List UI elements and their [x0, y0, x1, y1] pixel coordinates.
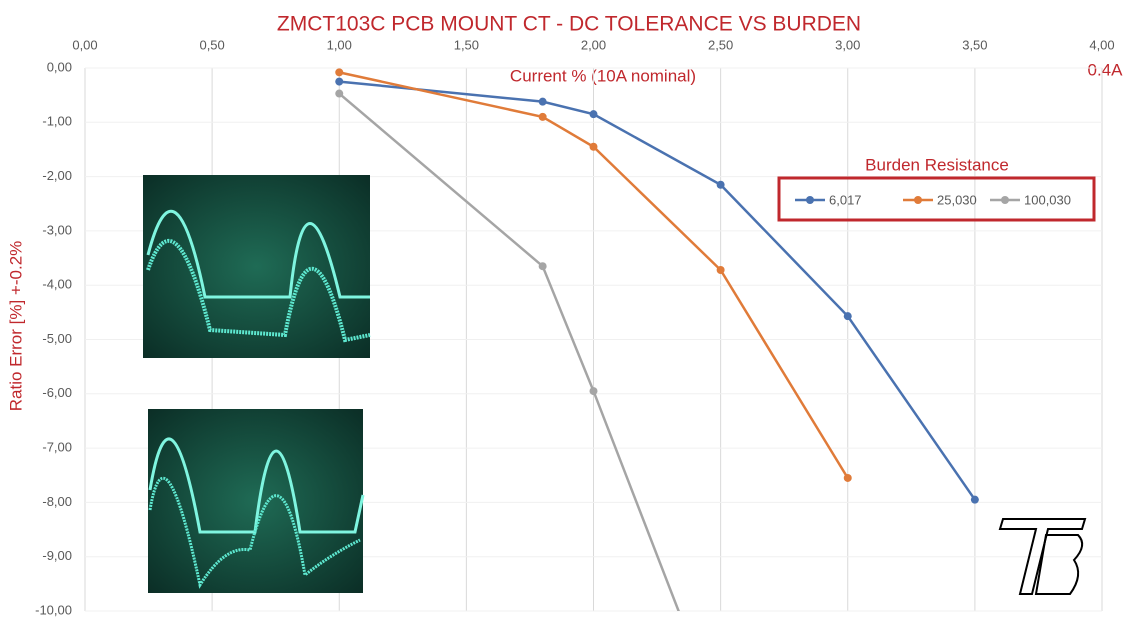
data-point — [589, 142, 598, 151]
legend: 6,017 25,030 100,030 — [795, 192, 1071, 207]
y-tick-label: -3,00 — [42, 222, 72, 237]
data-point — [538, 97, 547, 106]
data-point — [970, 495, 979, 504]
y-tick-label: -2,00 — [42, 168, 72, 183]
logo — [998, 518, 1087, 595]
x-tick-label: 0,00 — [72, 37, 97, 52]
data-point — [538, 112, 547, 121]
legend-marker — [914, 196, 922, 204]
y-axis-title: Ratio Error [%] +-0.2% — [6, 241, 25, 412]
data-point — [335, 89, 344, 98]
x-tick-label: 3,50 — [962, 37, 987, 52]
scope-image — [148, 409, 365, 593]
y-tick-label: -1,00 — [42, 114, 72, 129]
data-point — [843, 312, 852, 321]
data-point — [335, 68, 344, 77]
chart-title: ZMCT103C PCB MOUNT CT - DC TOLERANCE VS … — [277, 13, 861, 36]
series-line — [339, 80, 976, 501]
y-tick-label: -5,00 — [42, 331, 72, 346]
legend-label: 100,030 — [1024, 192, 1071, 207]
x-axis-title: Current % (10A nominal) — [510, 66, 696, 85]
x-tick-label: 2,50 — [708, 37, 733, 52]
y-tick-label: -9,00 — [42, 548, 72, 563]
data-point — [589, 110, 598, 119]
x-tick-label: 0,50 — [199, 37, 224, 52]
x-tick-label: 3,00 — [835, 37, 860, 52]
y-tick-label: -10,00 — [35, 602, 72, 617]
data-point — [335, 77, 344, 86]
plot-area — [335, 68, 979, 611]
legend-label: 25,030 — [937, 192, 977, 207]
y-tick-label: 0,00 — [47, 59, 72, 74]
scope-image — [143, 175, 371, 358]
data-point — [843, 473, 852, 482]
y-tick-label: -6,00 — [42, 385, 72, 400]
legend-box — [777, 176, 1096, 222]
annotation: 0.4A — [1088, 60, 1124, 79]
data-point — [538, 262, 547, 271]
legend-title: Burden Resistance — [865, 155, 1009, 174]
x-tick-label: 2,00 — [581, 37, 606, 52]
x-tick-label: 1,50 — [454, 37, 479, 52]
x-tick-label: 1,00 — [327, 37, 352, 52]
y-tick-label: -7,00 — [42, 440, 72, 455]
data-point — [716, 180, 725, 189]
series-line — [338, 92, 680, 611]
y-tick-label: -8,00 — [42, 494, 72, 509]
x-tick-label: 4,00 — [1089, 37, 1114, 52]
legend-marker — [806, 196, 814, 204]
data-point — [716, 265, 725, 274]
legend-label: 6,017 — [829, 192, 862, 207]
legend-marker — [1001, 196, 1009, 204]
data-point — [589, 387, 598, 396]
y-tick-label: -4,00 — [42, 277, 72, 292]
